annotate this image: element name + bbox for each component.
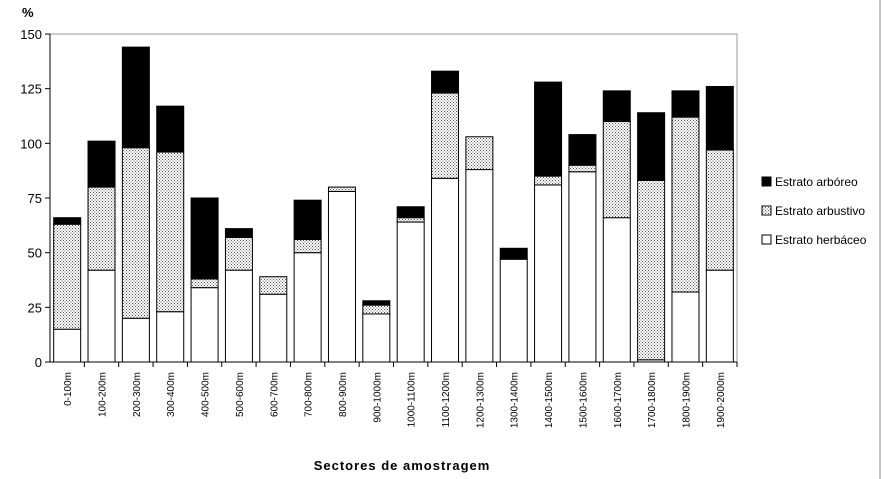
bar-segment bbox=[362, 304, 391, 315]
bar-segment bbox=[431, 92, 460, 179]
legend-swatch bbox=[761, 176, 772, 187]
legend-swatch bbox=[761, 205, 772, 216]
bar-segment bbox=[568, 164, 597, 173]
bar-segment bbox=[705, 149, 734, 271]
bar-segment bbox=[293, 239, 322, 254]
x-tick-label: 1200-1300m bbox=[475, 372, 486, 428]
bar-segment bbox=[568, 171, 597, 363]
bar-segment bbox=[87, 186, 116, 271]
bar-segment bbox=[396, 217, 425, 223]
bar-segment bbox=[156, 105, 185, 153]
bar-segment bbox=[224, 269, 253, 363]
bar-segment bbox=[327, 186, 356, 192]
bar-segment bbox=[568, 134, 597, 166]
x-tick-label: 400-500m bbox=[201, 372, 212, 417]
bar-segment bbox=[190, 287, 219, 363]
x-tick-label: 1500-1600m bbox=[578, 372, 589, 428]
bar-segment bbox=[602, 120, 631, 219]
y-axis-label: % bbox=[22, 5, 34, 20]
legend-swatch bbox=[761, 234, 772, 245]
bar-segment bbox=[499, 258, 528, 363]
bar-segment bbox=[121, 317, 150, 363]
bar-segment bbox=[156, 151, 185, 313]
bar-segment bbox=[465, 169, 494, 363]
bar-segment bbox=[224, 228, 253, 238]
bar-segment bbox=[327, 190, 356, 363]
x-tick-label: 200-300m bbox=[132, 372, 143, 417]
bar-segment bbox=[121, 46, 150, 149]
x-tick-label: 1600-1700m bbox=[613, 372, 624, 428]
legend-label: Estrato arbustivo bbox=[775, 204, 865, 218]
bar-segment bbox=[293, 252, 322, 363]
bar-segment bbox=[602, 217, 631, 363]
y-tick-label: 75 bbox=[28, 191, 42, 206]
bar-segment bbox=[396, 221, 425, 363]
bar-segment bbox=[705, 85, 734, 151]
bar-segment bbox=[53, 328, 82, 363]
x-axis-label: Sectores de amostragem bbox=[314, 458, 491, 473]
bar-segment bbox=[637, 112, 666, 182]
bar-segment bbox=[87, 140, 116, 188]
bar-segment bbox=[431, 70, 460, 94]
bar-segment bbox=[431, 177, 460, 363]
y-tick-label: 125 bbox=[20, 82, 42, 97]
bar-segment bbox=[224, 236, 253, 271]
bar-segment bbox=[362, 300, 391, 306]
bar-segment bbox=[671, 291, 700, 363]
bar-segment bbox=[259, 293, 288, 363]
y-tick-label: 100 bbox=[20, 136, 42, 151]
bar-segment bbox=[671, 116, 700, 293]
y-tick-label: 0 bbox=[35, 355, 42, 370]
bar-segment bbox=[534, 175, 563, 186]
x-tick-label: 700-800m bbox=[304, 372, 315, 417]
bar-segment bbox=[534, 184, 563, 363]
bar-segment bbox=[53, 223, 82, 330]
legend-label: Estrato herbáceo bbox=[775, 233, 867, 247]
bar-segment bbox=[637, 180, 666, 361]
plot-area bbox=[49, 33, 738, 363]
bar-segment bbox=[362, 313, 391, 363]
bar-segment bbox=[259, 276, 288, 295]
y-tick-label: 150 bbox=[20, 27, 42, 42]
x-tick-label: 100-200m bbox=[98, 372, 109, 417]
x-tick-label: 1400-1500m bbox=[544, 372, 555, 428]
bar-segment bbox=[190, 197, 219, 280]
y-tick-label: 50 bbox=[28, 246, 42, 261]
bar-segment bbox=[602, 90, 631, 122]
bar-segment bbox=[396, 206, 425, 219]
x-tick-label: 1000-1100m bbox=[407, 372, 418, 427]
legend-label: Estrato arbóreo bbox=[775, 175, 858, 189]
x-tick-label: 900-1000m bbox=[372, 372, 383, 423]
x-tick-label: 600-700m bbox=[269, 372, 280, 417]
bar-segment bbox=[465, 136, 494, 171]
bar-segment bbox=[87, 269, 116, 363]
bar-segment bbox=[190, 278, 219, 289]
bar-segment bbox=[534, 81, 563, 177]
x-tick-label: 800-900m bbox=[338, 372, 349, 417]
x-tick-label: 300-400m bbox=[166, 372, 177, 417]
y-tick-label: 25 bbox=[28, 300, 42, 315]
bar-segment bbox=[53, 217, 82, 225]
x-tick-label: 1900-2000m bbox=[716, 372, 727, 428]
bar-segment bbox=[121, 147, 150, 319]
bar-segment bbox=[671, 90, 700, 118]
x-tick-label: 1700-1800m bbox=[647, 372, 658, 428]
bar-segment bbox=[705, 269, 734, 363]
x-tick-label: 500-600m bbox=[235, 372, 246, 417]
bar-segment bbox=[156, 311, 185, 363]
x-tick-label: 1800-1900m bbox=[681, 372, 692, 428]
bar-segment bbox=[499, 247, 528, 260]
x-tick-label: 0-100m bbox=[63, 372, 74, 406]
x-tick-label: 1300-1400m bbox=[510, 372, 521, 428]
x-tick-label: 1100-1200m bbox=[441, 372, 452, 427]
bar-segment bbox=[293, 199, 322, 241]
